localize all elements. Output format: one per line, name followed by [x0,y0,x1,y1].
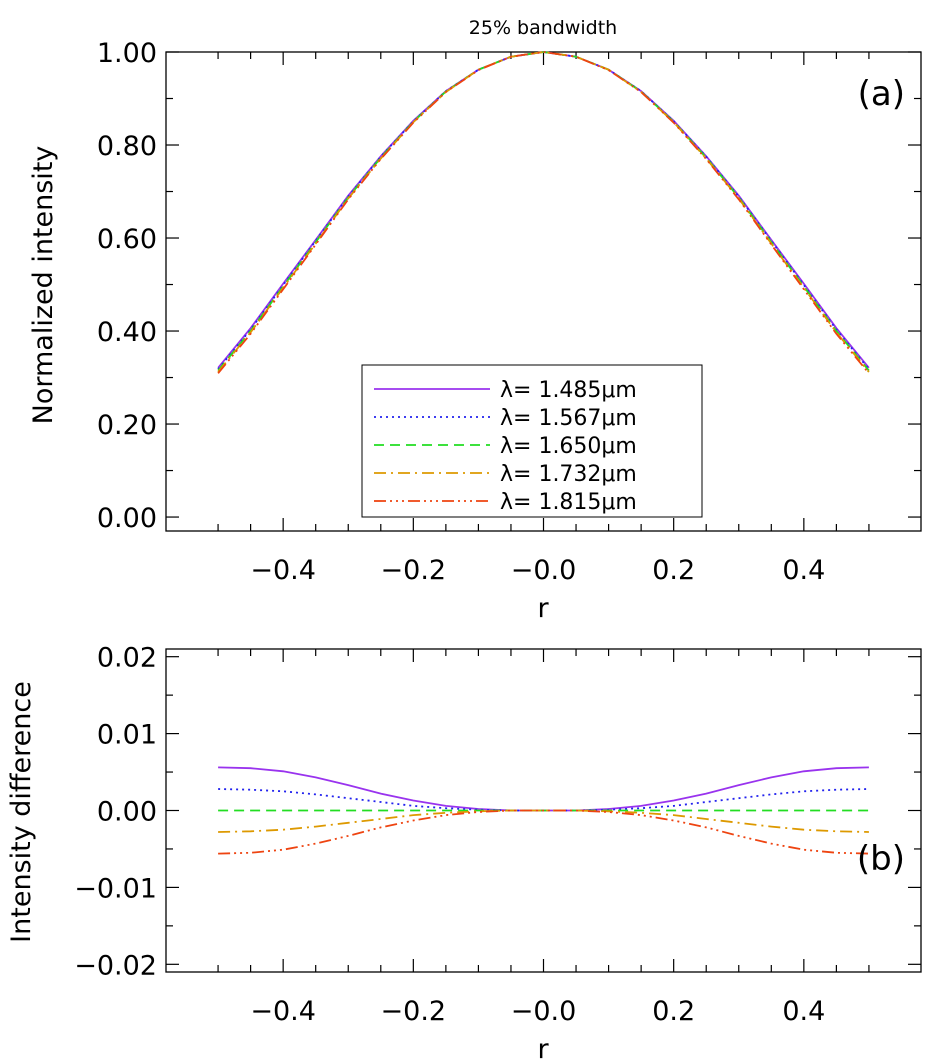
chart-title: 25% bandwidth [469,17,617,39]
legend-box [361,364,703,518]
panel-a-normalized-intensity: 25% bandwidth −0.4 −0.2 −0.0 0.2 0.4 0.00 0.20… [28,17,922,624]
panel-a-series-line-2 [217,51,870,370]
panel-b-x-axis-label: r [537,1034,549,1063]
panel-b-plot-area: −0.4 −0.2 −0.0 0.2 0.4 −0.02 −0.01 0.00 0.01 0.02 [74,643,922,1027]
panel-b-y-tick-label: 0.00 [97,797,157,828]
panel-a-series-line-4 [217,51,870,373]
panel-b-y-tick-label: −0.02 [74,950,157,981]
panel-b-label: (b) [857,839,905,879]
legend-entry-3: λ= 1.650μm [500,434,637,459]
panel-b-series-line-5 [218,809,869,855]
panel-a-x-axis-label: r [537,593,549,624]
panel-a-x-tick-label: 0.4 [782,555,825,586]
panel-a-y-tick-label: 0.20 [97,410,157,441]
legend-entry-5: λ= 1.815μm [500,490,637,515]
panel-a-y-tick-label: 0.80 [97,131,157,162]
panel-a-label: (a) [858,74,905,114]
legend-entry-4: λ= 1.732μm [500,462,637,487]
panel-b-x-tick-label: 0.4 [782,996,825,1027]
panel-b-series-line-1 [218,766,869,812]
panel-a-x-tick-label: −0.4 [250,555,316,586]
panel-b-x-tick-label: 0.2 [652,996,695,1027]
panel-a-x-tick-label: −0.2 [381,555,447,586]
panel-b-series-line-4 [218,809,869,833]
panel-a-y-axis-label: Normalized intensity [28,146,59,425]
panel-a-plot-area: −0.4 −0.2 −0.0 0.2 0.4 0.00 0.20 0.40 0.60 0.80 1.… [97,38,922,586]
panel-b-y-tick-label: −0.01 [74,873,157,904]
panel-b-series-line-2 [218,788,869,812]
panel-a-y-tick-label: 0.60 [97,224,157,255]
panel-b-y-axis-label: Intensity difference [6,681,37,943]
panel-b-x-tick-label: −0.0 [511,996,577,1027]
legend-entry-1: λ= 1.485μm [500,378,637,403]
panel-b-x-tick-label: −0.2 [381,996,447,1027]
panel-a-y-tick-label: 1.00 [97,38,157,69]
panel-a-series-line-1 [217,51,870,369]
panel-b-y-tick-label: 0.02 [97,643,157,674]
panel-a-y-tick-label: 0.00 [97,503,157,534]
panel-a-y-tick-label: 0.40 [97,317,157,348]
panel-b-y-tick-label: 0.01 [97,720,157,751]
panel-a-x-tick-label: 0.2 [652,555,695,586]
legend-entry-2: λ= 1.567μm [500,406,637,431]
panel-a-x-tick-label: −0.0 [511,555,577,586]
panel-a-series-line-5 [217,51,870,374]
panel-a-series-line-3 [217,51,870,372]
panel-b-x-tick-label: −0.4 [250,996,316,1027]
panel-b-intensity-difference: −0.4 −0.2 −0.0 0.2 0.4 −0.02 −0.01 0.00 0.01 0.02… [6,643,922,1063]
